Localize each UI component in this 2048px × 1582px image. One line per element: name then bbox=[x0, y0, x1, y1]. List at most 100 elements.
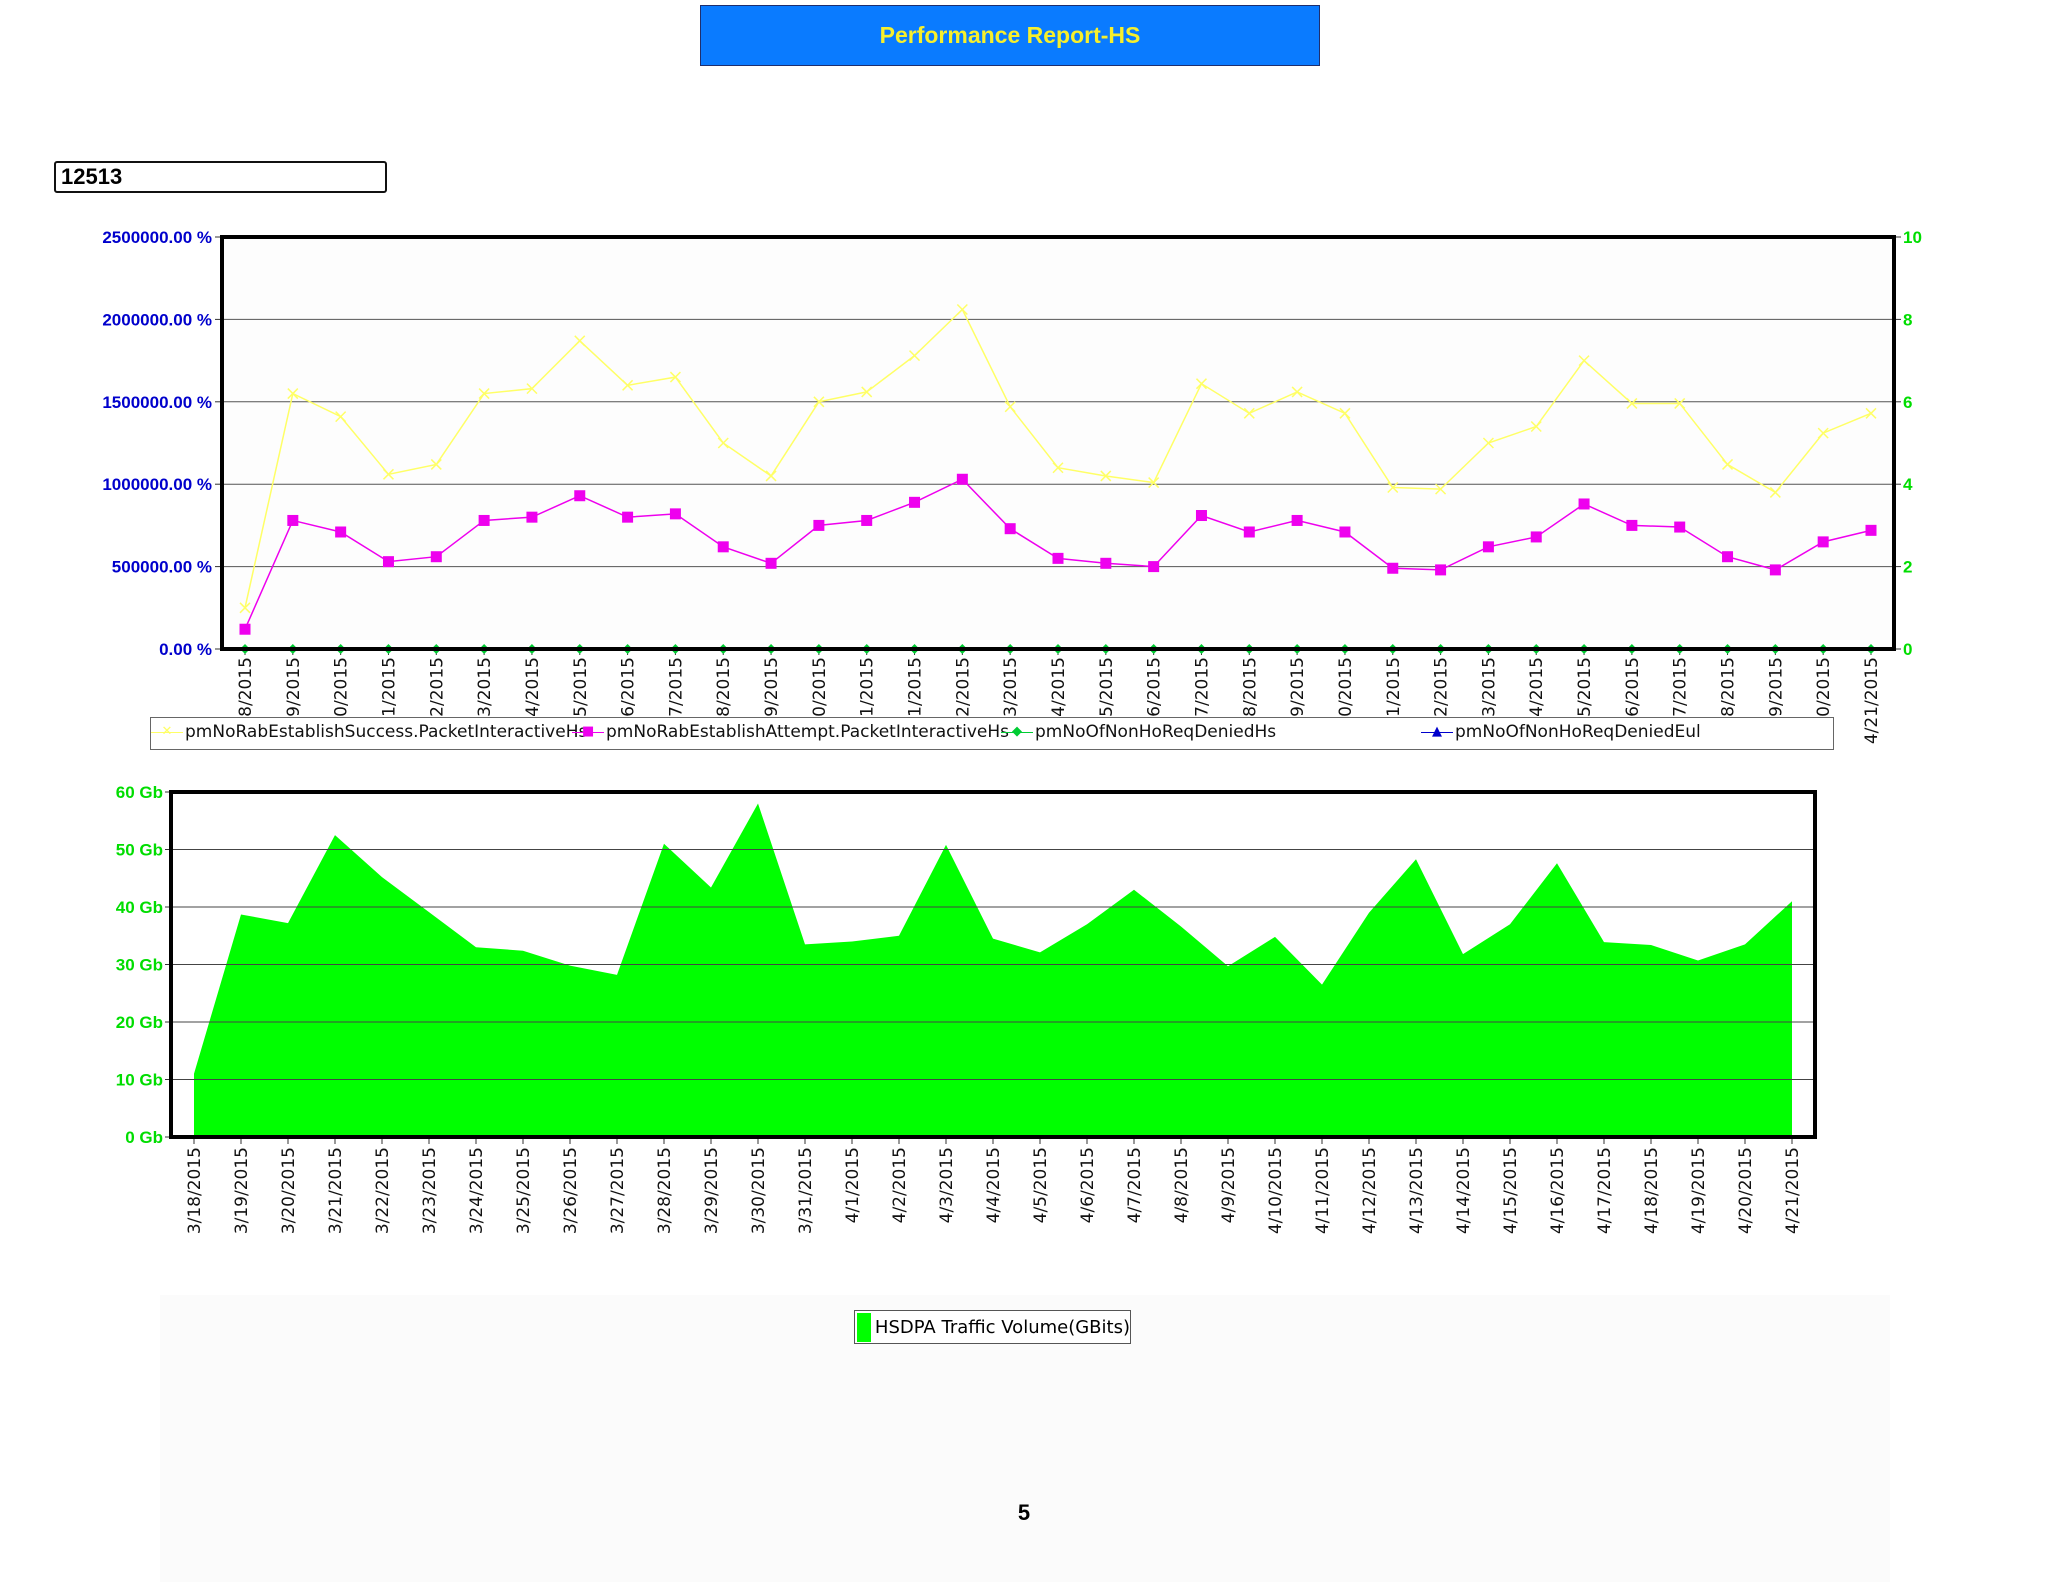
x-tick-label: 9/2015 bbox=[762, 657, 782, 717]
data-point-success bbox=[1578, 355, 1590, 367]
x-tick-label: 4/18/2015 bbox=[1642, 1147, 1662, 1234]
legend-symbol: ■ bbox=[582, 724, 595, 739]
y-tick-label: 10 Gb bbox=[116, 1071, 163, 1090]
legend-item: ◆ pmNoOfNonHoReqDeniedHs bbox=[1001, 722, 1276, 742]
x-mark-stroke bbox=[861, 386, 873, 398]
data-point-attempt bbox=[1435, 564, 1447, 576]
x-tick-label: 4/4/2015 bbox=[984, 1147, 1004, 1223]
x-tick-label: 4/10/2015 bbox=[1266, 1147, 1286, 1234]
x-mark-stroke bbox=[430, 458, 442, 470]
x-mark-stroke bbox=[956, 303, 968, 316]
y-left-tick-label: 2500000.00 % bbox=[102, 228, 212, 247]
data-point-attempt bbox=[1004, 523, 1016, 535]
x-tick-label: 3/26/2015 bbox=[561, 1147, 581, 1234]
x-tick-label: 7/2015 bbox=[1192, 657, 1212, 717]
data-point-success bbox=[1339, 407, 1351, 419]
x-tick-label: 1/2015 bbox=[906, 657, 926, 717]
data-point-success bbox=[1100, 470, 1112, 482]
data-point-success bbox=[287, 388, 299, 400]
data-point-success bbox=[1243, 407, 1255, 419]
x-tick-label: 3/30/2015 bbox=[749, 1147, 769, 1234]
y-right-tick-label: 2 bbox=[1903, 558, 1912, 577]
x-tick-label: 3/31/2015 bbox=[796, 1147, 816, 1234]
x-mark-stroke bbox=[1817, 427, 1829, 439]
x-mark-stroke bbox=[1769, 486, 1781, 498]
data-point-success bbox=[1387, 481, 1399, 494]
data-point-attempt bbox=[622, 511, 634, 523]
x-tick-label: 8/2015 bbox=[1719, 657, 1739, 717]
x-tick-label: 0/2015 bbox=[332, 657, 352, 717]
data-point-attempt bbox=[1482, 541, 1494, 553]
data-point-success bbox=[765, 470, 777, 482]
legend-marker-icon: ✕ bbox=[151, 722, 183, 742]
x-mark-stroke bbox=[1387, 481, 1399, 494]
x-mark-stroke bbox=[1435, 483, 1447, 495]
data-point-attempt bbox=[1243, 526, 1255, 538]
x-tick-label: 4/14/2015 bbox=[1454, 1147, 1474, 1234]
legend-item: ✕ pmNoRabEstablishSuccess.PacketInteracti… bbox=[151, 722, 587, 742]
x-tick-label: 2/2015 bbox=[427, 657, 447, 717]
x-mark-stroke bbox=[1243, 407, 1255, 419]
x-tick-label: 4/8/2015 bbox=[1172, 1147, 1192, 1223]
x-tick-label: 3/23/2015 bbox=[420, 1147, 440, 1234]
data-point-success bbox=[1769, 486, 1781, 498]
data-point-success bbox=[430, 458, 442, 470]
x-tick-label: 3/25/2015 bbox=[514, 1147, 534, 1234]
y-left-tick-label: 0.00 % bbox=[159, 640, 212, 659]
x-tick-label: 0/2015 bbox=[1336, 657, 1356, 717]
y-tick-label: 30 Gb bbox=[116, 956, 163, 975]
data-point-success bbox=[239, 602, 251, 614]
x-tick-label: 4/5/2015 bbox=[1031, 1147, 1051, 1223]
y-left-tick-label: 2000000.00 % bbox=[102, 310, 212, 329]
x-tick-label: 3/2015 bbox=[1001, 657, 1021, 717]
data-point-attempt bbox=[478, 514, 490, 526]
x-mark-stroke bbox=[669, 371, 681, 383]
x-mark-stroke bbox=[1291, 386, 1303, 398]
legend-line bbox=[1001, 732, 1033, 733]
y-tick-label: 20 Gb bbox=[116, 1013, 163, 1032]
y-tick-label: 40 Gb bbox=[116, 898, 163, 917]
data-point-success bbox=[908, 350, 921, 362]
data-point-success bbox=[1052, 462, 1064, 474]
x-tick-label: 4/2/2015 bbox=[890, 1147, 910, 1223]
legend-swatch-traffic bbox=[857, 1312, 871, 1342]
x-tick-label: 4/21/2015 bbox=[1783, 1147, 1803, 1234]
data-point-attempt bbox=[1100, 557, 1112, 569]
data-point-attempt bbox=[1578, 498, 1590, 510]
y-left-tick-label: 1500000.00 % bbox=[102, 393, 212, 412]
legend-item: ■ pmNoRabEstablishAttempt.PacketInteracti… bbox=[572, 722, 1009, 742]
data-point-success bbox=[861, 386, 873, 398]
x-mark-stroke bbox=[1100, 470, 1112, 482]
data-point-attempt bbox=[1387, 562, 1399, 574]
legend-marker-icon: ◆ bbox=[1001, 722, 1033, 742]
x-tick-label: 4/21/2015 bbox=[1862, 657, 1882, 744]
data-point-success bbox=[956, 303, 968, 316]
x-tick-label: 4/6/2015 bbox=[1078, 1147, 1098, 1223]
data-point-attempt bbox=[382, 556, 394, 568]
x-tick-label: 1/2015 bbox=[379, 657, 399, 717]
x-tick-label: 2/2015 bbox=[953, 657, 973, 717]
traffic-area bbox=[194, 803, 1792, 1137]
x-tick-label: 3/2015 bbox=[1479, 657, 1499, 717]
kpi-line-chart: 0.00 % 500000.00 % 1000000.00 % 1500000.00 … bbox=[102, 228, 1922, 744]
legend-label: pmNoOfNonHoReqDeniedEul bbox=[1455, 722, 1701, 742]
legend-symbol: ✕ bbox=[161, 724, 173, 739]
x-tick-label: 1/2015 bbox=[858, 657, 878, 717]
data-point-success bbox=[1195, 378, 1208, 390]
x-mark-stroke bbox=[1052, 462, 1064, 474]
y-right-tick-label: 10 bbox=[1903, 228, 1922, 247]
data-point-attempt bbox=[287, 514, 299, 526]
legend-symbol: ▲ bbox=[1432, 724, 1442, 739]
x-mark-stroke bbox=[287, 388, 299, 400]
data-point-attempt bbox=[1722, 551, 1734, 563]
data-point-success bbox=[1291, 386, 1303, 398]
plot-border bbox=[220, 235, 1896, 651]
x-tick-label: 6/2015 bbox=[1145, 657, 1165, 717]
x-tick-label: 4/7/2015 bbox=[1125, 1147, 1145, 1223]
x-tick-label: 4/2015 bbox=[523, 657, 543, 717]
x-mark-stroke bbox=[765, 470, 777, 482]
page-number: 5 bbox=[1017, 1500, 1031, 1525]
data-point-success bbox=[1674, 397, 1686, 409]
data-point-success bbox=[1004, 401, 1016, 413]
traffic-chart-legend: HSDPA Traffic Volume(GBits) bbox=[854, 1310, 1131, 1344]
